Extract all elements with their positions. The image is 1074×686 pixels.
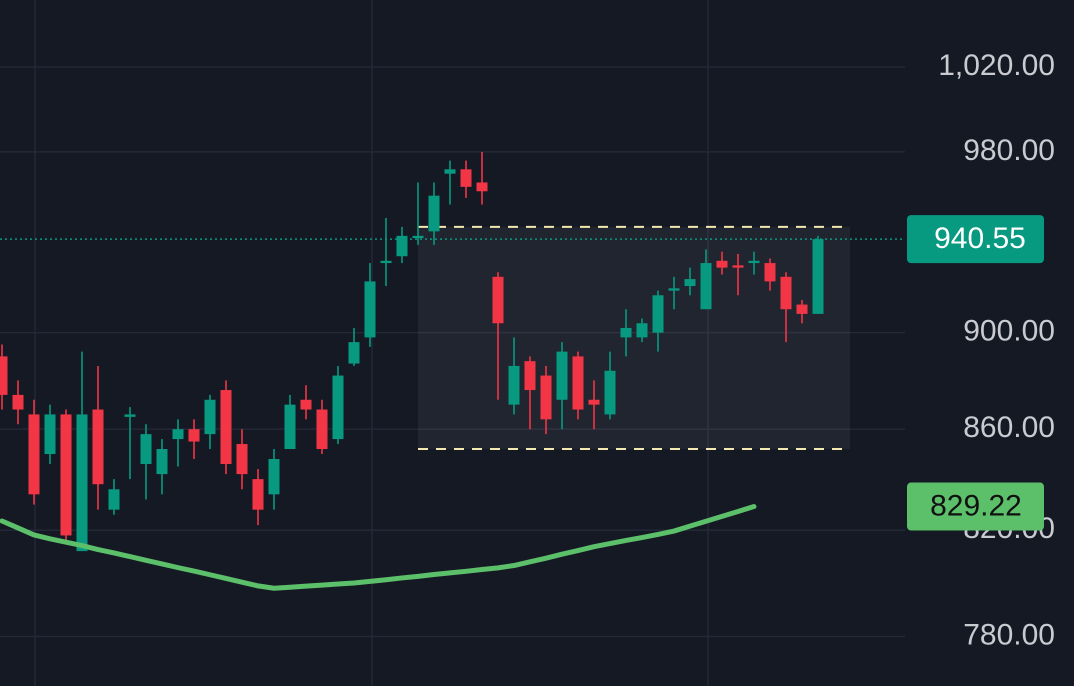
moving-average-line bbox=[0, 504, 757, 591]
candle-body bbox=[332, 375, 344, 440]
candle-body bbox=[28, 414, 40, 495]
candle-body bbox=[716, 260, 728, 268]
y-tick-label: 780.00 bbox=[963, 618, 1055, 651]
candle-body bbox=[796, 304, 808, 314]
candle-body bbox=[364, 281, 376, 338]
candle-body bbox=[348, 342, 360, 364]
candle-body bbox=[508, 365, 520, 405]
candle-body bbox=[108, 489, 120, 510]
candle-body bbox=[92, 409, 104, 485]
ma-badge bbox=[907, 482, 1044, 531]
y-tick-label: 860.00 bbox=[963, 411, 1055, 444]
candle-body bbox=[380, 260, 392, 264]
candle-body bbox=[700, 263, 712, 310]
range-box bbox=[418, 226, 850, 450]
candle-body bbox=[460, 169, 472, 187]
candle-body bbox=[620, 327, 632, 338]
candle-body bbox=[156, 449, 168, 475]
candle-body bbox=[300, 399, 312, 410]
candle-body bbox=[604, 370, 616, 415]
candle-body bbox=[476, 182, 488, 192]
candle-body bbox=[444, 169, 456, 174]
candle-body bbox=[44, 414, 56, 455]
candle-body bbox=[492, 276, 504, 324]
candle-body bbox=[268, 459, 280, 495]
candle-body bbox=[652, 295, 664, 333]
y-tick-label: 1,020.00 bbox=[938, 49, 1055, 82]
candle-body bbox=[540, 375, 552, 420]
candle-body bbox=[748, 260, 760, 264]
candle-body bbox=[124, 414, 136, 417]
candle-body bbox=[12, 394, 24, 410]
candle-body bbox=[316, 409, 328, 450]
candle-body bbox=[220, 390, 232, 465]
candle-body bbox=[236, 444, 248, 475]
candle-body bbox=[556, 351, 568, 400]
candle-body bbox=[524, 361, 536, 391]
candle-body bbox=[764, 263, 776, 282]
candle-body bbox=[572, 356, 584, 410]
candle-body bbox=[204, 399, 216, 435]
candle-body bbox=[780, 276, 792, 310]
candle-body bbox=[428, 195, 440, 232]
candle-body bbox=[172, 429, 184, 440]
candle-body bbox=[812, 239, 824, 314]
last-price-label: 940.55 bbox=[934, 222, 1026, 255]
y-tick-label: 900.00 bbox=[963, 315, 1055, 348]
candle-body bbox=[588, 399, 600, 405]
candle-body bbox=[412, 235, 424, 239]
candle-body bbox=[732, 265, 744, 268]
ma-label: 829.22 bbox=[930, 489, 1022, 522]
last-price-badge bbox=[907, 215, 1044, 264]
candle-body bbox=[284, 404, 296, 450]
candle-body bbox=[60, 414, 72, 536]
candle-body bbox=[252, 479, 264, 510]
candle-body bbox=[668, 288, 680, 291]
candle-body bbox=[396, 235, 408, 257]
candle-body bbox=[636, 323, 648, 338]
candle-body bbox=[188, 429, 200, 442]
y-tick-label: 980.00 bbox=[963, 134, 1055, 167]
candle-body bbox=[76, 414, 88, 552]
candle-body bbox=[0, 356, 8, 395]
candle-body bbox=[140, 434, 152, 465]
candle-body bbox=[684, 279, 696, 287]
